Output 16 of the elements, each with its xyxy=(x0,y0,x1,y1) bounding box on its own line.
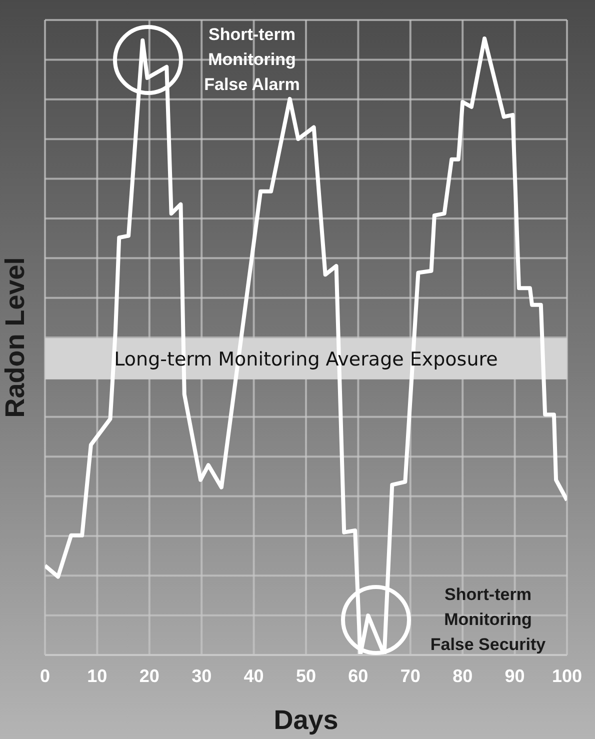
annotation: Short-term Monitoring False Security xyxy=(430,585,546,654)
x-tick-label: 70 xyxy=(400,666,420,686)
x-tick-label: 80 xyxy=(452,666,473,686)
x-axis-title: Days xyxy=(274,705,338,735)
x-tick-label: 20 xyxy=(139,666,160,686)
x-tick-label: 30 xyxy=(192,666,212,686)
x-tick-label: 90 xyxy=(504,666,525,686)
x-tick-label: 10 xyxy=(87,666,108,686)
band-label: Long-term Monitoring Average Exposure xyxy=(114,348,498,371)
annotation: Short-term Monitoring False Alarm xyxy=(204,25,300,94)
x-tick-label: 60 xyxy=(348,666,368,686)
x-tick-label: 40 xyxy=(244,666,264,686)
x-tick-label: 100 xyxy=(552,666,582,686)
x-tick-label: 50 xyxy=(296,666,316,686)
x-tick-label: 0 xyxy=(40,666,50,686)
y-axis-title: Radon Level xyxy=(0,257,30,418)
